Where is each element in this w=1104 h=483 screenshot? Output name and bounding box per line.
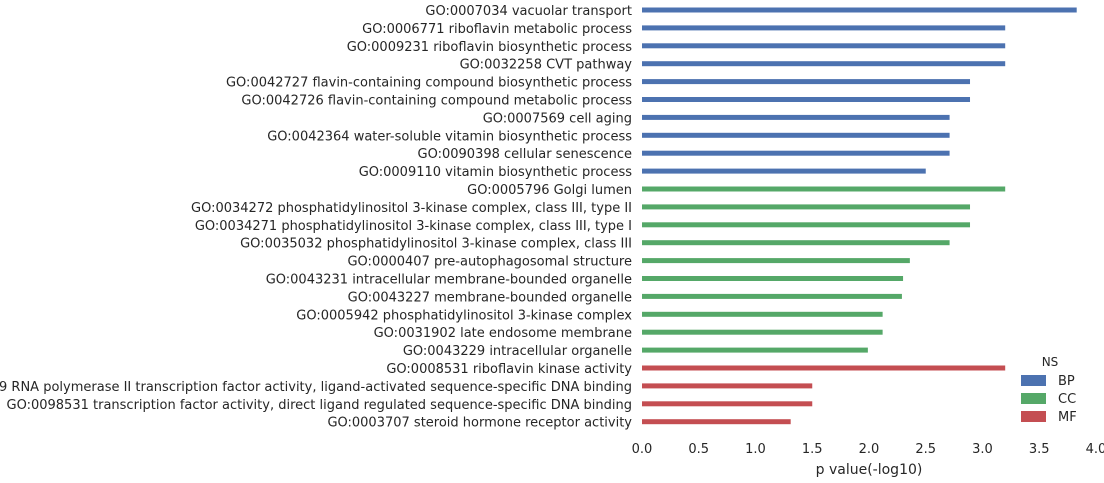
legend-items: BP CC MF — [1021, 374, 1077, 425]
legend-label: MF — [1058, 410, 1077, 425]
bar — [642, 7, 1077, 13]
x-tick-label: 0.0 — [632, 442, 653, 457]
category-label: GO:0008531 riboflavin kinase activity — [386, 362, 632, 377]
bars-layer — [642, 7, 1077, 425]
bar — [642, 43, 1006, 49]
bar — [642, 25, 1006, 31]
category-label: GO:0042727 flavin-containing compound bi… — [226, 76, 632, 91]
category-label: GO:0042364 water-soluble vitamin biosynt… — [267, 129, 632, 144]
bar — [642, 79, 971, 85]
bar — [642, 222, 971, 228]
bar — [642, 293, 902, 299]
bar — [642, 97, 971, 102]
legend-title: NS — [1042, 355, 1059, 369]
bar — [642, 61, 1006, 67]
bar — [642, 114, 950, 120]
category-label: GO:0090398 cellular senescence — [418, 147, 632, 162]
category-label: GO:0009110 vitamin biosynthetic process — [359, 165, 633, 180]
bar — [642, 311, 883, 317]
x-tick-label: 1.0 — [745, 442, 766, 457]
category-label: GO:0007569 cell aging — [483, 111, 632, 126]
bar — [642, 276, 904, 281]
category-label: GO:0005942 phosphatidylinositol 3-kinase… — [296, 308, 632, 323]
legend: NS BP CC MF — [1021, 355, 1077, 425]
category-label: GO:0000407 pre-autophagosomal structure — [347, 255, 632, 270]
category-label: GO:0034271 phosphatidylinositol 3-kinase… — [195, 219, 632, 234]
legend-swatch — [1021, 411, 1046, 422]
category-label: GO:0035032 phosphatidylinositol 3-kinase… — [240, 237, 632, 252]
legend-label: CC — [1058, 392, 1076, 407]
category-label: GO:0003707 steroid hormone receptor acti… — [327, 416, 632, 431]
category-label: GO:0031902 late endosome membrane — [374, 326, 632, 341]
x-tick-label: 0.5 — [688, 442, 709, 457]
bar — [642, 186, 1006, 192]
category-label: GO:0005796 Golgi lumen — [467, 183, 632, 198]
x-tick-label: 2.5 — [915, 442, 936, 457]
x-tick-label: 4.0 — [1086, 442, 1104, 457]
bar — [642, 168, 926, 174]
bar — [642, 419, 791, 425]
bar — [642, 132, 950, 138]
category-label: GO:0004879 RNA polymerase II transcripti… — [0, 380, 632, 395]
category-label: GO:0009231 riboflavin biosynthetic proce… — [347, 40, 633, 55]
bar — [642, 329, 883, 335]
category-label: GO:0042726 flavin-containing compound me… — [241, 94, 632, 109]
category-label: GO:0043231 intracellular membrane-bounde… — [266, 273, 632, 288]
legend-swatch — [1021, 375, 1046, 386]
category-label: GO:0043229 intracellular organelle — [403, 344, 632, 359]
x-axis-title: p value(-log10) — [816, 462, 923, 478]
bar — [642, 401, 813, 407]
category-label: GO:0006771 riboflavin metabolic process — [362, 22, 632, 37]
legend-label: BP — [1058, 374, 1075, 389]
x-tick-label: 1.5 — [802, 442, 823, 457]
legend-swatch — [1021, 393, 1046, 404]
x-tick-label: 3.0 — [972, 442, 993, 457]
category-label: GO:0007034 vacuolar transport — [425, 4, 632, 19]
x-tick-label: 3.5 — [1029, 442, 1050, 457]
category-labels: GO:0007034 vacuolar transport GO:0006771 … — [0, 4, 632, 431]
x-tick-label: 2.0 — [859, 442, 880, 457]
x-axis-ticks: 0.0 0.5 1.0 1.5 2.0 2.5 3.0 3.5 4.0 — [632, 442, 1104, 457]
category-label: GO:0032258 CVT pathway — [460, 58, 633, 73]
bar — [642, 347, 868, 353]
category-label: GO:0034272 phosphatidylinositol 3-kinase… — [191, 201, 632, 216]
bar — [642, 383, 813, 389]
bar — [642, 150, 950, 156]
bar — [642, 365, 1006, 371]
bar — [642, 258, 910, 264]
bar — [642, 240, 950, 246]
category-label: GO:0043227 membrane-bounded organelle — [348, 290, 632, 305]
bar — [642, 204, 971, 210]
category-label: GO:0098531 transcription factor activity… — [7, 398, 632, 413]
